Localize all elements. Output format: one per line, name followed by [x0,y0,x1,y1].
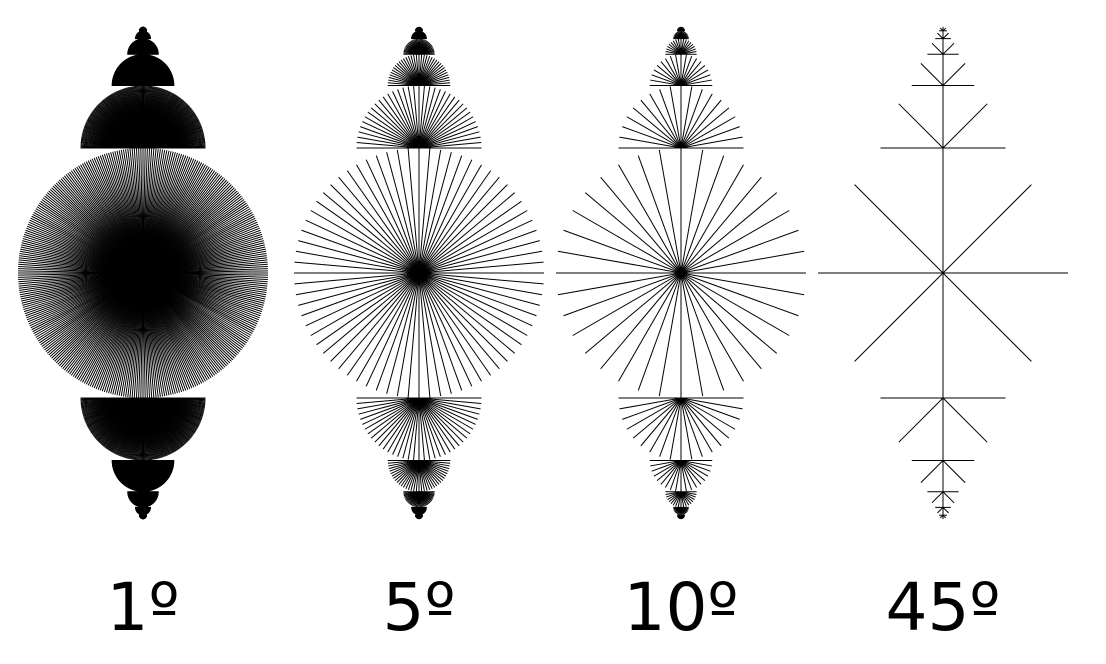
fan-panel-1deg [18,26,268,520]
panel-label-5deg: 5º [382,569,456,646]
fan-panel-45deg [818,26,1068,520]
panel-label-45deg: 45º [885,569,1001,646]
panel-label-10deg: 10º [623,569,739,646]
fan-panel-5deg [294,26,544,520]
fan-panel-10deg [556,26,806,520]
panel-label-1deg: 1º [106,569,180,646]
